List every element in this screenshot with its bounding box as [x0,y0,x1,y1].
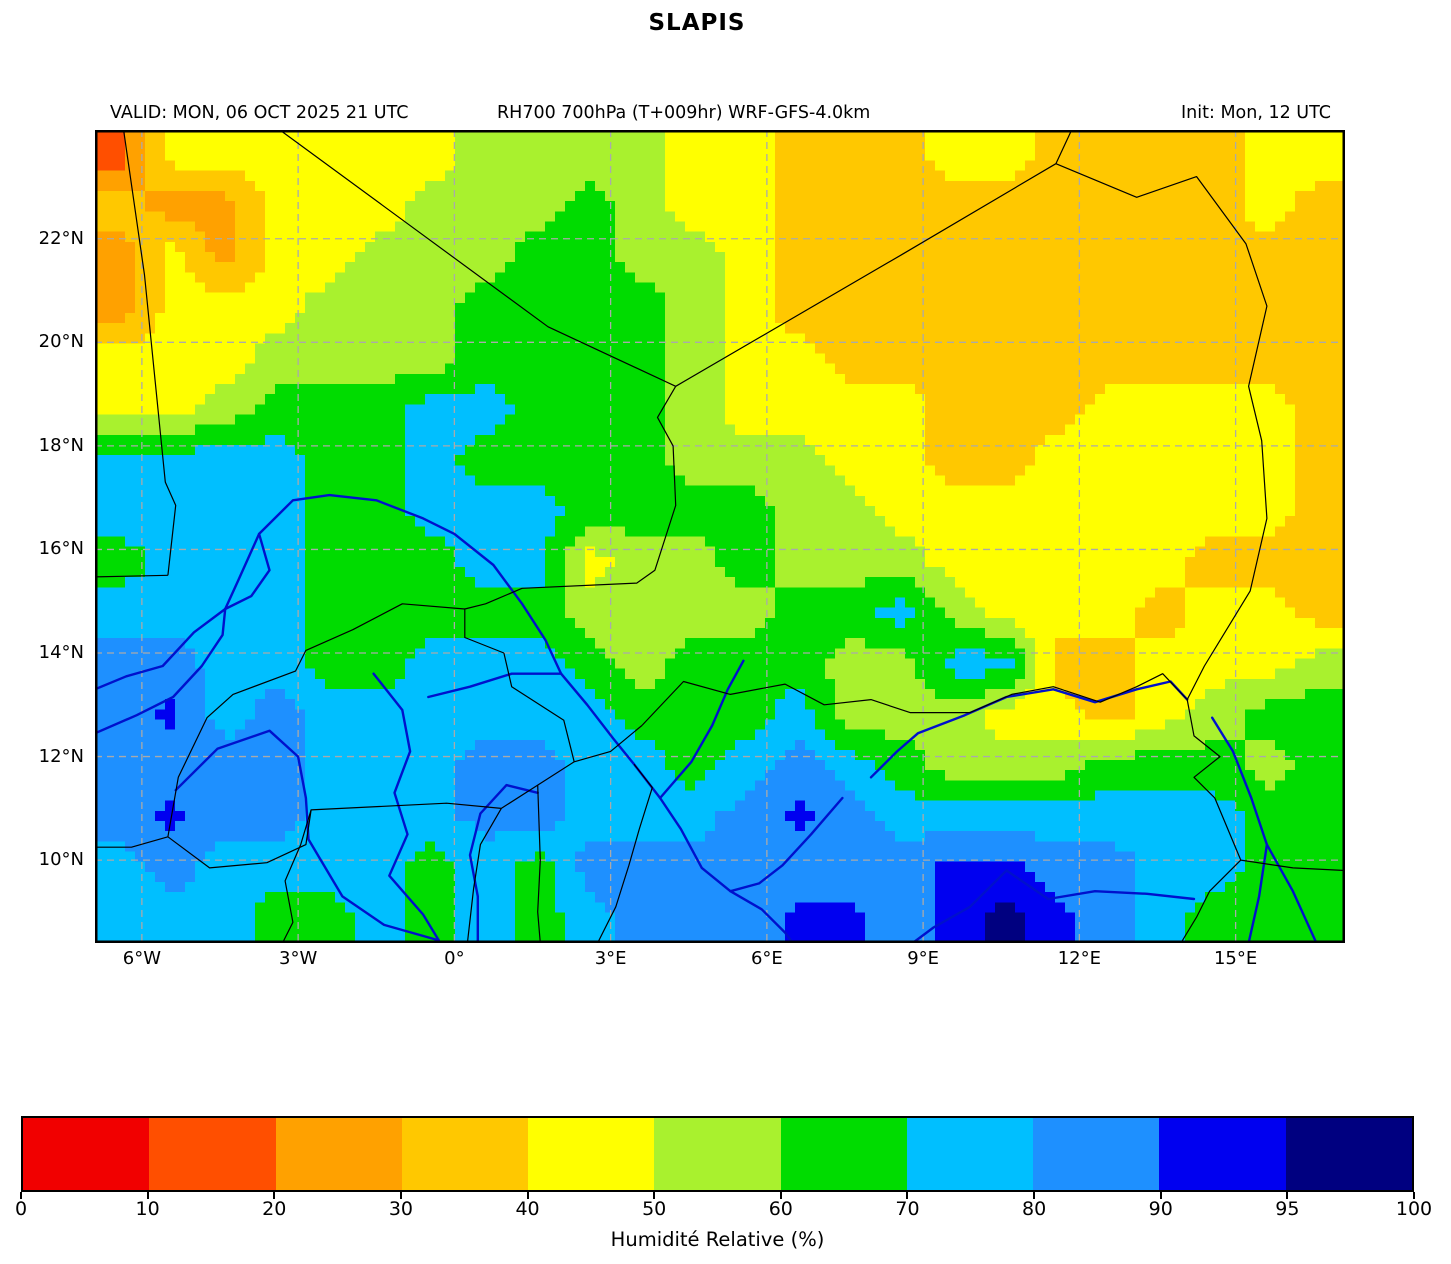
x-tick-label: 9°E [907,948,940,969]
colorbar-tick [399,1192,402,1199]
colorbar-segment [275,1118,402,1190]
colorbar-tick [1286,1192,1289,1199]
colorbar [21,1116,1414,1192]
colorbar-tick [1033,1192,1036,1199]
colorbar-tick-label: 80 [1021,1198,1047,1220]
colorbar-tick [653,1192,656,1199]
colorbar-tick-label: 90 [1148,1198,1173,1220]
valid-time-label: VALID: MON, 06 OCT 2025 21 UTC [110,103,409,123]
x-tick-label: 6°W [122,948,161,969]
colorbar-tick [273,1192,276,1199]
colorbar-tick-label: 0 [14,1198,28,1220]
colorbar-tick [1159,1192,1162,1199]
colorbar-tick [526,1192,529,1199]
colorbar-segment [1159,1118,1286,1190]
colorbar-segment [401,1118,529,1190]
figure-title: SLAPIS [648,10,746,36]
x-tick-label: 0° [444,948,465,969]
y-tick-label: 16°N [38,538,84,560]
y-tick-label: 18°N [38,434,84,456]
colorbar-tick [906,1192,909,1199]
y-tick-label: 14°N [38,642,84,663]
graticule [95,130,1345,943]
colorbar-tick-label: 20 [262,1198,287,1220]
colorbar-tick [1413,1192,1415,1199]
colorbar-segment [528,1118,655,1190]
colorbar-tick [20,1192,22,1199]
colorbar-tick-label: 60 [768,1198,793,1220]
colorbar-tick-label: 50 [642,1198,667,1220]
colorbar-axis-label: Humidité Relative (%) [610,1228,825,1251]
y-tick-label: 22°N [38,227,84,249]
x-tick-label: 3°W [279,948,318,969]
colorbar-tick-label: 40 [515,1198,540,1220]
colorbar-tick-label: 10 [135,1198,160,1220]
colorbar-tick-label: 95 [1275,1198,1300,1220]
x-tick-label: 12°E [1057,948,1102,969]
colorbar-segment [23,1118,150,1190]
colorbar-segment [654,1118,781,1190]
colorbar-segment [1033,1118,1160,1190]
x-tick-label: 15°E [1213,948,1258,969]
y-tick-label: 12°N [38,745,84,767]
colorbar-tick-label: 30 [388,1198,413,1220]
x-tick-label: 6°E [750,948,783,969]
rh700-map [95,130,1345,943]
colorbar-segment [906,1118,1034,1190]
rivers [95,493,1318,943]
colorbar-tick [146,1192,149,1199]
y-tick-label: 10°N [38,849,84,871]
rh-field [95,130,1345,943]
map-frame [95,130,1345,943]
x-tick-label: 3°E [594,948,627,969]
colorbar-tick-label: 100 [1395,1198,1433,1220]
colorbar-tick [779,1192,782,1199]
colorbar-segment [149,1118,276,1190]
colorbar-segment [1285,1118,1412,1190]
country-borders [95,130,1345,943]
y-tick-label: 20°N [38,331,84,353]
colorbar-tick-label: 70 [895,1198,920,1220]
model-field-label: RH700 700hPa (T+009hr) WRF-GFS-4.0km [497,103,871,123]
colorbar-segment [780,1118,907,1190]
init-time-label: Init: Mon, 12 UTC [1181,103,1331,123]
